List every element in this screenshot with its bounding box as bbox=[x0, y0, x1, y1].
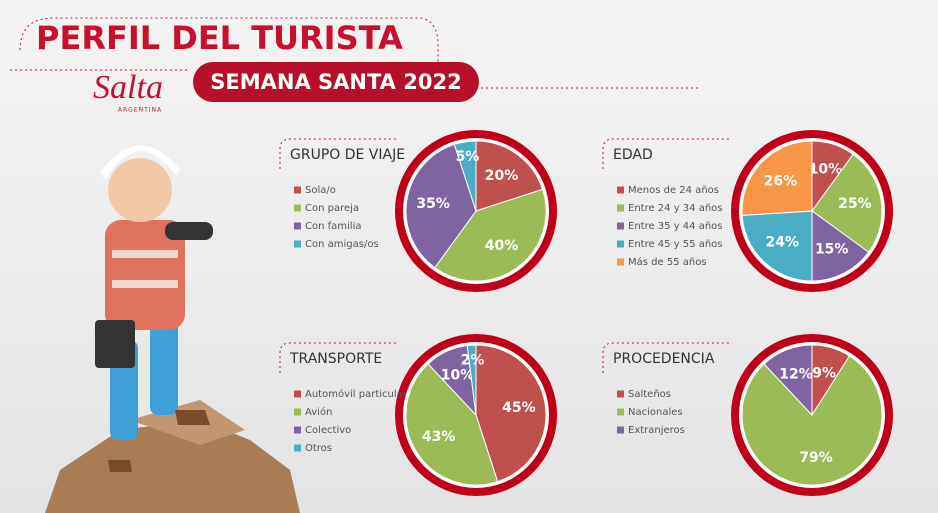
legend-label: Más de 55 años bbox=[628, 256, 707, 268]
chart-title: PROCEDENCIA bbox=[613, 351, 715, 367]
value-label: 5% bbox=[456, 149, 480, 165]
legend-label: Entre 24 y 34 años bbox=[628, 203, 723, 214]
legend-swatch bbox=[294, 426, 301, 434]
legend-label: Otros bbox=[305, 443, 332, 454]
legend-label: Sola/o bbox=[305, 185, 336, 196]
legend-label: Con amigas/os bbox=[305, 239, 379, 250]
legend-swatch bbox=[617, 390, 624, 398]
pie-slice bbox=[741, 210, 813, 282]
pie-slice bbox=[453, 140, 477, 212]
legend-swatch bbox=[617, 204, 624, 212]
legend-swatch bbox=[294, 444, 301, 452]
title-frame bbox=[279, 138, 396, 169]
title-frame bbox=[602, 138, 732, 169]
page-subtitle: SEMANA SANTA 2022 bbox=[210, 70, 461, 94]
legend-swatch bbox=[294, 222, 301, 230]
pie-slice bbox=[741, 355, 883, 486]
legend-swatch bbox=[294, 240, 301, 248]
illustration bbox=[45, 145, 300, 513]
value-label: 40% bbox=[485, 238, 519, 254]
legend-label: Menos de 24 años bbox=[628, 185, 719, 196]
value-label: 2% bbox=[461, 353, 485, 369]
legend-label: Salteños bbox=[628, 389, 671, 400]
value-label: 10% bbox=[809, 162, 843, 178]
title-frame bbox=[602, 342, 732, 373]
chart-title: TRANSPORTE bbox=[289, 351, 382, 367]
pie-slice bbox=[811, 153, 883, 253]
value-label: 20% bbox=[485, 168, 519, 184]
value-label: 24% bbox=[766, 235, 800, 251]
value-label: 12% bbox=[779, 367, 813, 383]
pie-slice bbox=[475, 344, 547, 483]
legend-swatch bbox=[617, 408, 624, 416]
title-frame bbox=[19, 17, 439, 62]
legend-label: Entre 45 y 55 años bbox=[628, 239, 723, 250]
value-label: 26% bbox=[764, 173, 798, 189]
pie-slice bbox=[405, 363, 499, 486]
logo: Salta bbox=[93, 69, 163, 106]
legend-swatch bbox=[617, 258, 624, 266]
legend-swatch bbox=[617, 222, 624, 230]
legend-label: Avión bbox=[305, 406, 332, 418]
logo-sub: ARGENTINA bbox=[118, 107, 162, 114]
legend-label: Nacionales bbox=[628, 407, 683, 418]
legend-swatch bbox=[294, 390, 301, 398]
dotted-rule bbox=[10, 69, 700, 89]
value-label: 35% bbox=[416, 196, 450, 212]
value-label: 25% bbox=[838, 196, 872, 212]
value-label: 9% bbox=[812, 365, 836, 381]
pie-slice bbox=[405, 143, 477, 269]
title-frame bbox=[279, 342, 396, 373]
legend-swatch bbox=[617, 186, 624, 194]
value-label: 15% bbox=[815, 242, 849, 258]
legend-swatch bbox=[617, 426, 624, 434]
legend-label: Entre 35 y 44 años bbox=[628, 221, 723, 232]
legend-label: Con familia bbox=[305, 221, 361, 232]
page-title: PERFIL DEL TURISTA bbox=[36, 19, 403, 57]
pie-slice bbox=[763, 344, 813, 417]
value-label: 45% bbox=[502, 400, 536, 416]
legend-swatch bbox=[294, 408, 301, 416]
chart-title: GRUPO DE VIAJE bbox=[290, 147, 405, 163]
pie-slice bbox=[475, 140, 544, 212]
value-label: 79% bbox=[799, 450, 833, 466]
pie-slice bbox=[434, 188, 547, 282]
legend-swatch bbox=[294, 186, 301, 194]
legend-swatch bbox=[294, 204, 301, 212]
pie-slice bbox=[811, 210, 870, 282]
legend-label: Automóvil particular bbox=[305, 388, 408, 400]
pie-slice bbox=[466, 344, 477, 416]
legend-label: Extranjeros bbox=[628, 425, 685, 436]
chart-title: EDAD bbox=[613, 147, 653, 163]
legend-label: Colectivo bbox=[305, 425, 351, 436]
legend-label: Con pareja bbox=[305, 203, 359, 214]
value-label: 10% bbox=[441, 368, 475, 384]
pie-slice bbox=[741, 140, 813, 216]
subtitle-pill bbox=[193, 62, 479, 102]
legend-swatch bbox=[617, 240, 624, 248]
value-label: 43% bbox=[422, 429, 456, 445]
